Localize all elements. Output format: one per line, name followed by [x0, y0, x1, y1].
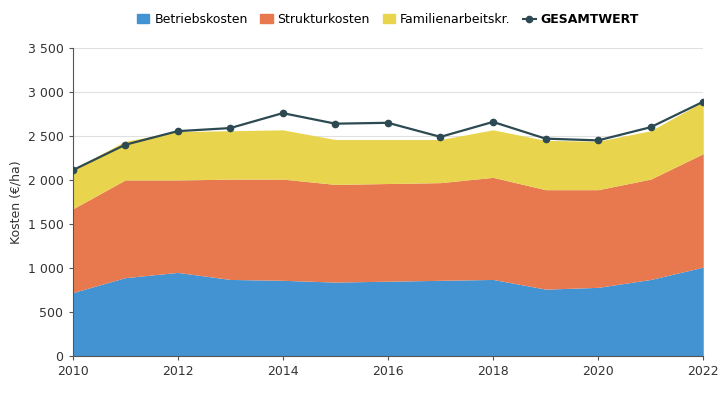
Y-axis label: Kosten (€/ha): Kosten (€/ha): [9, 160, 22, 244]
Legend: Betriebskosten, Strukturkosten, Familienarbeitskr., GESAMTWERT: Betriebskosten, Strukturkosten, Familien…: [132, 8, 644, 31]
